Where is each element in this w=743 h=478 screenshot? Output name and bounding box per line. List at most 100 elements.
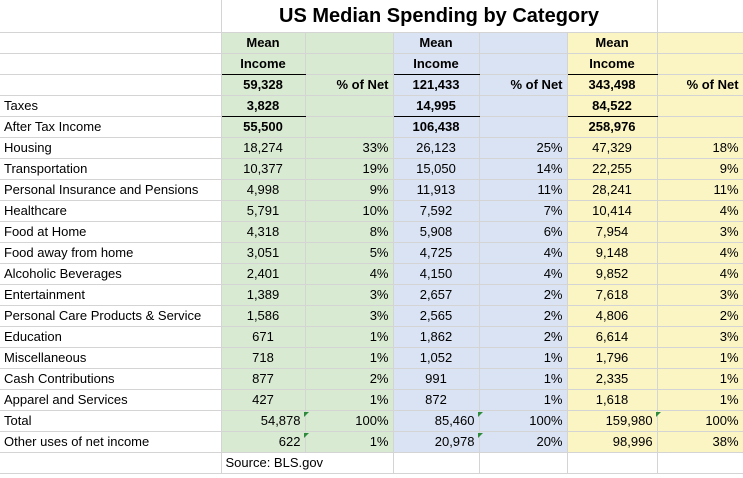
group1-pct[interactable]: 10% (305, 200, 394, 222)
group1-pct[interactable]: 4% (305, 263, 394, 285)
group2-value[interactable]: 2,565 (393, 305, 480, 327)
header-income-2[interactable]: Income (393, 53, 480, 75)
group1-value[interactable]: 1,586 (221, 305, 306, 327)
group1-pct[interactable]: 2% (305, 368, 394, 390)
group1-value[interactable]: 427 (221, 389, 306, 411)
group1-pct[interactable]: 3% (305, 305, 394, 327)
group2-pct[interactable]: 2% (479, 305, 568, 327)
group2-value[interactable]: 7,592 (393, 200, 480, 222)
total-value-3[interactable]: 159,980 (567, 410, 661, 432)
group1-pct[interactable]: 1% (305, 326, 394, 348)
cell-empty[interactable] (305, 32, 394, 54)
group1-pct[interactable]: 1% (305, 389, 394, 411)
group2-value[interactable]: 26,123 (393, 137, 480, 159)
group3-pct[interactable]: 1% (657, 368, 743, 390)
group3-pct[interactable]: 4% (657, 263, 743, 285)
total-value-1[interactable]: 54,878 (221, 410, 309, 432)
cell-empty[interactable] (479, 32, 568, 54)
group2-value[interactable]: 2,657 (393, 284, 480, 306)
header-income-3[interactable]: Income (567, 53, 658, 75)
source-note[interactable]: Source: BLS.gov (221, 452, 394, 474)
group3-pct[interactable]: 4% (657, 242, 743, 264)
group3-value[interactable]: 1,796 (567, 347, 658, 369)
category-label[interactable]: Cash Contributions (0, 368, 222, 390)
cell-empty[interactable] (479, 53, 568, 75)
group2-value[interactable]: 4,150 (393, 263, 480, 285)
group2-pct[interactable]: 25% (479, 137, 568, 159)
group1-value[interactable]: 718 (221, 347, 306, 369)
header-mean-2[interactable]: Mean (393, 32, 480, 54)
group1-value[interactable]: 5,791 (221, 200, 306, 222)
group3-value[interactable]: 2,335 (567, 368, 658, 390)
group2-value[interactable]: 5,908 (393, 221, 480, 243)
other-uses-label[interactable]: Other uses of net income (0, 431, 222, 453)
mean-income-value-3[interactable]: 343,498 (567, 74, 658, 96)
cell-empty[interactable] (479, 452, 568, 474)
group3-value[interactable]: 1,618 (567, 389, 658, 411)
group1-pct[interactable]: 33% (305, 137, 394, 159)
category-label[interactable]: Education (0, 326, 222, 348)
group1-value[interactable]: 10,377 (221, 158, 306, 180)
group1-pct[interactable]: 1% (305, 347, 394, 369)
category-label[interactable]: Alcoholic Beverages (0, 263, 222, 285)
category-label[interactable]: Transportation (0, 158, 222, 180)
cell-empty[interactable] (657, 53, 743, 75)
group3-value[interactable]: 4,806 (567, 305, 658, 327)
cell-empty[interactable] (479, 116, 568, 138)
group1-pct[interactable]: 3% (305, 284, 394, 306)
group2-value[interactable]: 15,050 (393, 158, 480, 180)
group2-pct[interactable]: 2% (479, 326, 568, 348)
other-pct-3[interactable]: 38% (657, 431, 743, 453)
group3-pct[interactable]: 1% (657, 347, 743, 369)
header-income-1[interactable]: Income (221, 53, 306, 75)
group1-value[interactable]: 4,998 (221, 179, 306, 201)
cell-empty[interactable] (657, 452, 743, 474)
group3-pct[interactable]: 2% (657, 305, 743, 327)
mean-income-value-1[interactable]: 59,328 (221, 74, 306, 96)
group2-value[interactable]: 872 (393, 389, 480, 411)
cell-empty[interactable] (0, 53, 222, 75)
group3-value[interactable]: 6,614 (567, 326, 658, 348)
category-label[interactable]: Personal Insurance and Pensions (0, 179, 222, 201)
header-mean-1[interactable]: Mean (221, 32, 306, 54)
group3-pct[interactable]: 3% (657, 221, 743, 243)
group3-pct[interactable]: 3% (657, 326, 743, 348)
cell-empty[interactable] (0, 32, 222, 54)
group3-value[interactable]: 9,852 (567, 263, 658, 285)
cell-empty[interactable] (0, 452, 222, 474)
cell-empty[interactable] (567, 452, 658, 474)
group3-pct[interactable]: 9% (657, 158, 743, 180)
cell-empty[interactable] (657, 116, 743, 138)
total-label[interactable]: Total (0, 410, 222, 432)
taxes-label[interactable]: Taxes (0, 95, 222, 117)
group2-pct[interactable]: 1% (479, 368, 568, 390)
group3-pct[interactable]: 3% (657, 284, 743, 306)
category-label[interactable]: Personal Care Products & Service (0, 305, 222, 327)
other-value-2[interactable]: 20,978 (393, 431, 483, 453)
cell-empty[interactable] (305, 116, 394, 138)
category-label[interactable]: Miscellaneous (0, 347, 222, 369)
cell-empty[interactable] (305, 95, 394, 117)
group1-value[interactable]: 4,318 (221, 221, 306, 243)
group2-value[interactable]: 4,725 (393, 242, 480, 264)
group3-pct[interactable]: 18% (657, 137, 743, 159)
pct-net-header-2[interactable]: % of Net (479, 74, 568, 96)
cell-empty[interactable] (305, 53, 394, 75)
group3-value[interactable]: 7,954 (567, 221, 658, 243)
total-value-2[interactable]: 85,460 (393, 410, 483, 432)
group2-pct[interactable]: 14% (479, 158, 568, 180)
group3-value[interactable]: 7,618 (567, 284, 658, 306)
category-label[interactable]: Healthcare (0, 200, 222, 222)
header-mean-3[interactable]: Mean (567, 32, 658, 54)
group1-value[interactable]: 2,401 (221, 263, 306, 285)
sheet-title[interactable]: US Median Spending by Category (221, 0, 658, 33)
after-tax-value-3[interactable]: 258,976 (567, 116, 658, 138)
group2-pct[interactable]: 6% (479, 221, 568, 243)
pct-net-header-3[interactable]: % of Net (657, 74, 743, 96)
group3-value[interactable]: 9,148 (567, 242, 658, 264)
group1-value[interactable]: 877 (221, 368, 306, 390)
group2-pct[interactable]: 11% (479, 179, 568, 201)
group2-pct[interactable]: 1% (479, 347, 568, 369)
after-tax-value-1[interactable]: 55,500 (221, 116, 306, 138)
cell-empty[interactable] (657, 95, 743, 117)
